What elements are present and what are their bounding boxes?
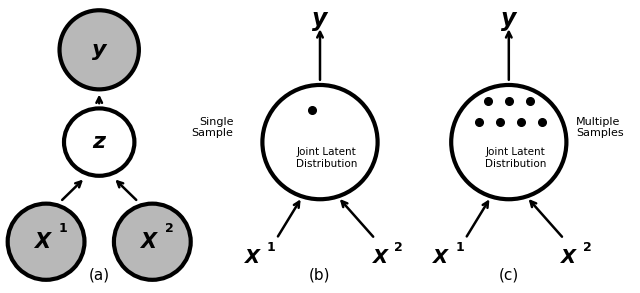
Text: 1: 1 (58, 222, 67, 235)
Text: X: X (34, 232, 51, 252)
Ellipse shape (451, 85, 566, 199)
Text: X: X (561, 248, 577, 267)
Text: Joint Latent
Distribution: Joint Latent Distribution (296, 147, 357, 169)
Text: z: z (93, 132, 106, 152)
Ellipse shape (60, 10, 139, 89)
Text: y: y (92, 40, 106, 60)
Text: 2: 2 (164, 222, 173, 235)
Text: 2: 2 (394, 241, 403, 254)
Text: X: X (433, 248, 449, 267)
Text: (a): (a) (88, 268, 110, 283)
Ellipse shape (114, 204, 191, 280)
Text: Single
Sample: Single Sample (192, 117, 234, 138)
Text: 1: 1 (266, 241, 275, 254)
Text: 2: 2 (583, 241, 592, 254)
Text: Multiple
Samples: Multiple Samples (576, 117, 623, 138)
Text: Joint Latent
Distribution: Joint Latent Distribution (484, 147, 546, 169)
Ellipse shape (8, 204, 84, 280)
Text: X: X (372, 248, 388, 267)
Text: y: y (501, 7, 516, 31)
Text: y: y (312, 7, 328, 31)
Text: (b): (b) (309, 268, 331, 283)
Text: X: X (244, 248, 260, 267)
Ellipse shape (262, 85, 378, 199)
Text: (c): (c) (499, 268, 519, 283)
Text: X: X (140, 232, 157, 252)
Text: 1: 1 (455, 241, 464, 254)
Ellipse shape (64, 108, 134, 176)
